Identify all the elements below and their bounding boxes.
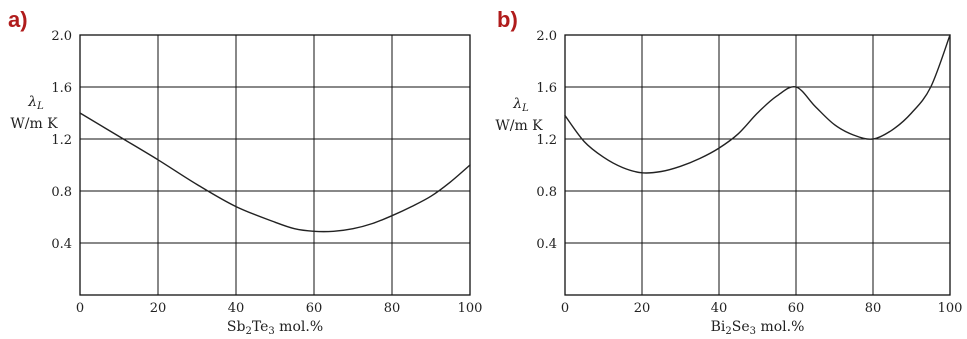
x-tick-label: 0	[76, 301, 84, 316]
y-tick-label: 0.8	[536, 185, 557, 200]
series-line	[564, 34, 951, 174]
panel-label: b)	[497, 7, 518, 32]
panel-label: a)	[8, 7, 28, 32]
y-tick-label: 0.4	[536, 237, 557, 252]
y-tick-label: 2.0	[51, 29, 72, 44]
x-tick-label: 0	[561, 301, 569, 316]
x-tick-label: 80	[865, 301, 882, 316]
y-tick-label: 1.2	[51, 133, 72, 148]
x-tick-label: 100	[458, 301, 483, 316]
y-tick-label: 1.6	[51, 81, 72, 96]
x-axis-title: Bi2Se3 mol.%	[711, 319, 805, 337]
x-axis-title: Sb2Te3 mol.%	[227, 319, 323, 337]
x-tick-label: 20	[150, 301, 167, 316]
x-tick-label: 60	[788, 301, 805, 316]
plot-frame	[79, 34, 471, 296]
x-tick-label: 60	[306, 301, 323, 316]
x-tick-label: 100	[938, 301, 963, 316]
plot-frame	[564, 34, 951, 296]
y-axis-unit: W/m K	[495, 118, 543, 134]
x-tick-label: 40	[228, 301, 245, 316]
y-axis-unit: W/m K	[10, 116, 58, 132]
y-tick-label: 0.4	[51, 237, 72, 252]
y-axis-symbol: λL	[27, 94, 44, 112]
x-tick-label: 40	[711, 301, 728, 316]
y-tick-label: 1.2	[536, 133, 557, 148]
x-tick-label: 20	[634, 301, 651, 316]
x-tick-label: 80	[384, 301, 401, 316]
y-tick-label: 2.0	[536, 29, 557, 44]
series-line	[79, 112, 471, 233]
y-axis-symbol: λL	[512, 96, 529, 114]
y-tick-label: 0.8	[51, 185, 72, 200]
chart-panel-a: a) 0 20 40 60 80 100 0.4 0.8 1.2 1.6 2.0 λL W/m K Sb2T…	[8, 7, 482, 337]
chart-panel-b: b) 0 20 40 60 80 100 0.4 0.8 1.2 1.6 2.0 λL W/m K Bi2S…	[495, 7, 962, 337]
y-tick-label: 1.6	[536, 81, 557, 96]
